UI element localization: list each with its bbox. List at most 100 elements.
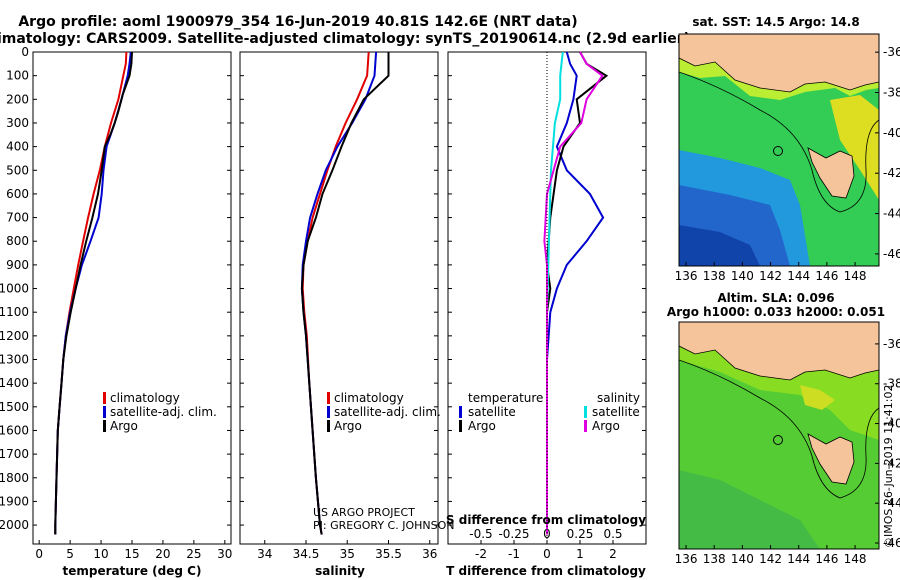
difference-xlabel: T difference from climatology	[446, 564, 646, 578]
legend-argo: Argo	[334, 419, 362, 433]
lat-tick-label: -40	[883, 126, 900, 140]
difference-plot: -2 -1 0 1 2-0.5 -0.25 0 0.25 0.5	[469, 51, 623, 561]
sst-argo-marker	[773, 146, 783, 156]
legend-swatch-climatology	[327, 392, 330, 404]
difference-legend: temperature satellite Argo salinity sate…	[459, 391, 640, 433]
series-line-satellite-adj-clim-	[54, 51, 132, 535]
credit-project: US ARGO PROJECT	[313, 506, 415, 519]
lon-tick-label: 142	[759, 269, 782, 283]
sla-map	[679, 322, 879, 549]
lat-tick-label: -36	[883, 45, 900, 59]
lon-tick-label: 136	[675, 552, 698, 566]
x-tick-label: 5	[66, 547, 74, 561]
legend-swatch-s-argo	[584, 420, 587, 432]
depth-tick-label: 1500	[0, 400, 29, 414]
depth-tick-label: 1200	[0, 329, 29, 343]
lat-tick-label: -38	[883, 377, 900, 391]
depth-tick-label: 1700	[0, 447, 29, 461]
lon-tick-label: 140	[731, 269, 754, 283]
lon-tick-label: 142	[759, 552, 782, 566]
x-tick-label: 2	[609, 547, 617, 561]
figure-title-line1: Argo profile: aoml 1900979_354 16-Jun-20…	[18, 14, 577, 30]
legend-swatch-satellite	[103, 406, 106, 418]
series-line-t-argo	[545, 51, 609, 535]
depth-tick-label: 1800	[0, 471, 29, 485]
depth-axis: 0 100 200 300 400 500 600 700 800 900 1000 1100 1200…	[0, 45, 646, 532]
legend-swatch-argo	[327, 420, 330, 432]
temperature-plot: 0 5 10 15 20 25 30	[35, 51, 232, 561]
depth-tick-label: 200	[6, 92, 29, 106]
lat-tick-label: -42	[883, 456, 900, 470]
x-tick-label: 0	[35, 547, 43, 561]
imos-stamp: ©IMOS 26-Jun-2019 11:41:02	[882, 384, 895, 548]
x-tick-label: 30	[217, 547, 232, 561]
sla-mainland	[679, 322, 879, 381]
sla-map-title: Altim. SLA: 0.096	[717, 291, 834, 305]
temperature-legend: climatology satellite-adj. clim. Argo	[103, 391, 217, 433]
series-line-t-satellite	[546, 51, 605, 535]
lon-tick-label: 138	[703, 552, 726, 566]
series-line-satellite-adj-clim-	[300, 51, 378, 535]
legend-swatch-s-satellite	[584, 406, 587, 418]
sst-mainland	[679, 34, 879, 93]
depth-tick-label: 400	[6, 140, 29, 154]
sst-map-title: sat. SST: 14.5 Argo: 14.8	[692, 15, 859, 29]
sla-map-subtitle: Argo h1000: 0.033 h2000: 0.051	[667, 305, 885, 319]
sla-map-ticks: 136 138 140 142 144 146 148 -36 -38 -40 -42 -44 -46	[675, 337, 900, 566]
temperature-xlabel: temperature (deg C)	[63, 564, 202, 578]
top-x-tick-label: -0.5	[469, 527, 492, 541]
sst-contour	[679, 71, 879, 213]
depth-tick-label: 1600	[0, 423, 29, 437]
legend-climatology: climatology	[110, 391, 180, 405]
legend-salinity-title: salinity	[597, 391, 640, 405]
depth-tick-label: 600	[6, 187, 29, 201]
lat-tick-label: -40	[883, 417, 900, 431]
depth-tick-label: 1900	[0, 494, 29, 508]
sla-map-frame	[678, 321, 880, 550]
sla-tasmania	[807, 433, 855, 485]
sst-map	[679, 34, 879, 266]
lat-tick-label: -46	[883, 536, 900, 550]
x-tick-label: 36	[422, 547, 437, 561]
salinity-xlabel: salinity	[315, 564, 365, 578]
sla-contour	[679, 359, 879, 499]
lon-tick-label: 144	[787, 269, 810, 283]
lat-tick-label: -46	[883, 247, 900, 261]
lat-tick-label: -36	[883, 337, 900, 351]
depth-tick-label: 900	[6, 258, 29, 272]
x-tick-label: -1	[508, 547, 520, 561]
lon-tick-label: 148	[844, 552, 867, 566]
lon-tick-label: 146	[815, 269, 838, 283]
lon-tick-label: 144	[787, 552, 810, 566]
x-tick-label: 35	[340, 547, 355, 561]
x-tick-label: 15	[124, 547, 139, 561]
lon-tick-label: 136	[675, 269, 698, 283]
sst-coldest-region	[679, 225, 760, 266]
lat-tick-label: -44	[883, 496, 900, 510]
legend-satellite: satellite-adj. clim.	[110, 405, 217, 419]
sst-tasmania	[807, 147, 855, 199]
depth-tick-label: 300	[6, 116, 29, 130]
series-line-climatology	[301, 51, 370, 535]
sst-map-frame	[678, 33, 880, 267]
legend-swatch-t-satellite	[459, 406, 462, 418]
top-x-tick-label: -0.25	[498, 527, 529, 541]
series-line-argo	[54, 51, 133, 535]
depth-tick-label: 1000	[0, 282, 29, 296]
sst-map-ticks: 136 138 140 142 144 146 148 -36 -38 -40 -42 -44 -46	[675, 45, 900, 283]
x-tick-label: -2	[475, 547, 487, 561]
sla-low-region	[679, 470, 820, 549]
series-line-climatology	[54, 51, 128, 535]
lat-tick-label: -38	[883, 86, 900, 100]
salinity-panel-frame	[239, 51, 439, 545]
x-tick-label: 34.5	[293, 547, 320, 561]
x-tick-label: 1	[576, 547, 584, 561]
salinity-plot: 34 34.5 35 35.5 36	[257, 51, 437, 561]
lon-tick-label: 140	[731, 552, 754, 566]
figure-title-line2: Climatology: CARS2009. Satellite-adjuste…	[0, 31, 690, 47]
legend-swatch-argo	[103, 420, 106, 432]
depth-tick-label: 1300	[0, 353, 29, 367]
credit-pi: PI: GREGORY C. JOHNSON	[313, 519, 454, 532]
salinity-legend: climatology satellite-adj. clim. Argo	[327, 391, 441, 433]
